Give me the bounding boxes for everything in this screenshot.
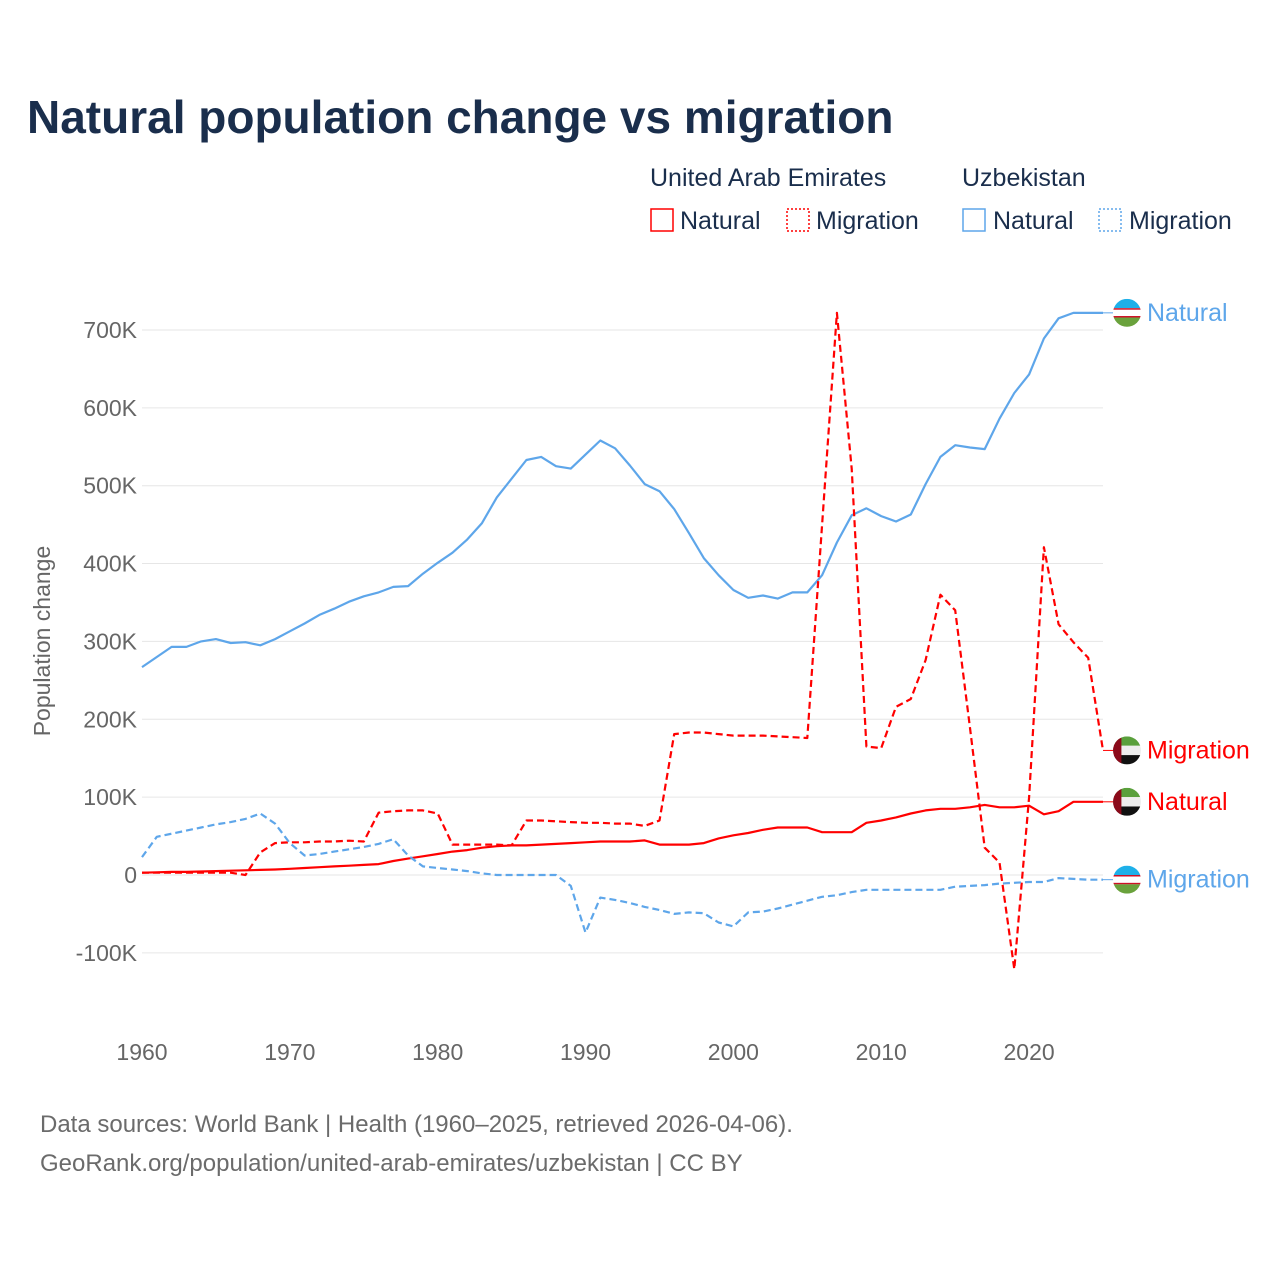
end-label-text: Migration: [1147, 866, 1250, 894]
end-label-text: Natural: [1147, 299, 1228, 327]
end-label-text: Migration: [1147, 736, 1250, 764]
end-label-uzbekistan-migration: Migration: [1103, 865, 1250, 894]
flag-stripe: [1113, 745, 1141, 756]
flag-stripe: [1113, 298, 1141, 309]
uae-flag-icon: [1113, 787, 1141, 816]
x-tick-label: 2010: [856, 1039, 907, 1065]
legend-item-uae-natural[interactable]: Natural: [650, 207, 761, 235]
legend-swatch-dotted: [1098, 208, 1122, 232]
gridlines: [142, 329, 1103, 954]
y-axis-ticks: -100K 0 100K 200K 300K 400K 500K 600K 700K: [76, 317, 138, 966]
flag-stripe: [1113, 736, 1141, 746]
y-tick-label: 100K: [83, 784, 137, 810]
legend-swatch-solid: [650, 208, 674, 232]
flag-stripe: [1113, 865, 1141, 876]
legend-country-uzb: Uzbekistan: [962, 164, 1086, 192]
end-label-united-arab-emirates-natural: Natural: [1103, 787, 1228, 816]
uzbekistan-flag-icon: [1113, 298, 1141, 327]
end-label-united-arab-emirates-migration: Migration: [1103, 736, 1250, 765]
legend-label: Natural: [680, 207, 761, 235]
uae-flag-icon: [1113, 736, 1141, 765]
series-line-united-arab-emirates-natural: [141, 800, 1103, 874]
footer-link[interactable]: GeoRank.org/population/united-arab-emira…: [40, 1150, 743, 1177]
flag-stripe: [1113, 875, 1141, 885]
y-tick-label: -100K: [76, 940, 138, 966]
legend-swatch-dotted: [786, 208, 810, 232]
series-line-uzbekistan-migration: [141, 812, 1103, 934]
legend-country-uae: United Arab Emirates: [650, 164, 886, 192]
x-tick-label: 2020: [1003, 1039, 1054, 1065]
y-tick-label: 300K: [83, 628, 137, 654]
legend-item-uzb-natural[interactable]: Natural: [962, 207, 1074, 235]
x-tick-label: 1980: [412, 1039, 463, 1065]
flag-stripe: [1113, 308, 1141, 310]
end-label-uzbekistan-natural: Natural: [1103, 298, 1228, 327]
x-tick-label: 1990: [560, 1039, 611, 1065]
legend-item-uae-migration[interactable]: Migration: [786, 207, 919, 235]
end-label-text: Natural: [1147, 788, 1228, 816]
end-labels: Natural Migration Natural Migration: [1103, 298, 1250, 894]
x-tick-label: 2000: [708, 1039, 759, 1065]
y-axis-title: Population change: [29, 546, 55, 737]
flag-stripe: [1113, 316, 1141, 318]
flag-stripe: [1113, 317, 1141, 327]
y-tick-label: 400K: [83, 551, 137, 577]
y-tick-label: 500K: [83, 473, 137, 499]
flag-stripe: [1113, 308, 1141, 318]
flag-stripe: [1113, 755, 1141, 765]
legend-label: Migration: [1129, 207, 1232, 235]
y-tick-label: 0: [124, 862, 137, 888]
flag-stripe: [1113, 884, 1141, 894]
flag-stripe: [1113, 875, 1141, 877]
y-tick-label: 200K: [83, 706, 137, 732]
flag-stripe: [1113, 736, 1122, 765]
x-tick-label: 1960: [116, 1039, 167, 1065]
x-axis-ticks: 1960 1970 1980 1990 2000 2010 2020: [116, 1039, 1054, 1065]
flag-stripe: [1113, 797, 1141, 807]
flag-stripe: [1113, 806, 1141, 816]
legend-label: Natural: [993, 207, 1074, 235]
legend: United Arab Emirates Uzbekistan Natural …: [650, 164, 1232, 235]
legend-label: Migration: [816, 207, 919, 235]
series-lines: [141, 311, 1105, 971]
x-tick-label: 1970: [264, 1039, 315, 1065]
y-tick-label: 600K: [83, 395, 137, 421]
uzbekistan-flag-icon: [1113, 865, 1141, 894]
footer-sources: Data sources: World Bank | Health (1960–…: [40, 1111, 793, 1138]
flag-stripe: [1113, 787, 1122, 816]
series-line-uzbekistan-natural: [141, 311, 1103, 669]
chart-title: Natural population change vs migration: [27, 91, 893, 143]
legend-item-uzb-migration[interactable]: Migration: [1098, 207, 1232, 235]
y-tick-label: 700K: [83, 317, 137, 343]
legend-swatch-solid: [962, 208, 986, 232]
flag-stripe: [1113, 882, 1141, 885]
flag-stripe: [1113, 787, 1141, 798]
